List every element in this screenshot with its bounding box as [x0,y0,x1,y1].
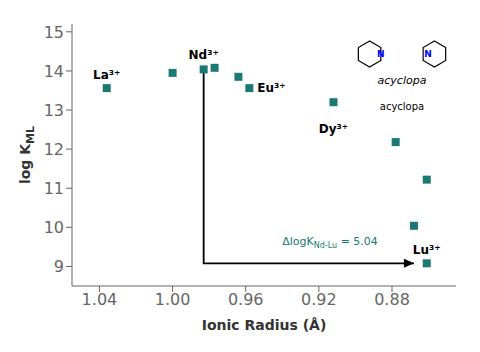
svg-text:0.96: 0.96 [228,290,264,309]
svg-text:0.92: 0.92 [301,290,337,309]
svg-text:log KML: log KML [17,126,37,184]
svg-text:N: N [424,49,432,59]
svg-text:13: 13 [44,101,64,120]
svg-text:1.04: 1.04 [82,290,118,309]
svg-text:14: 14 [44,62,64,81]
svg-text:0.88: 0.88 [374,290,410,309]
svg-text:acyclopa: acyclopa [378,74,427,87]
svg-text:Lu³⁺: Lu³⁺ [413,243,441,257]
svg-text:acyclopa: acyclopa [380,101,424,112]
svg-text:Nd³⁺: Nd³⁺ [189,48,219,62]
svg-text:9: 9 [54,257,64,276]
svg-text:11: 11 [44,179,64,198]
svg-text:1.00: 1.00 [155,290,191,309]
svg-text:15: 15 [44,23,64,42]
svg-text:Dy³⁺: Dy³⁺ [319,122,348,136]
svg-text:10: 10 [44,218,64,237]
svg-text:ΔlogKNd-Lu = 5.04: ΔlogKNd-Lu = 5.04 [282,235,378,250]
svg-text:Ionic Radius (Å): Ionic Radius (Å) [202,317,327,333]
svg-text:N: N [377,49,385,59]
svg-text:Eu³⁺: Eu³⁺ [257,81,285,95]
svg-text:La³⁺: La³⁺ [93,68,120,82]
svg-text:12: 12 [44,140,64,159]
